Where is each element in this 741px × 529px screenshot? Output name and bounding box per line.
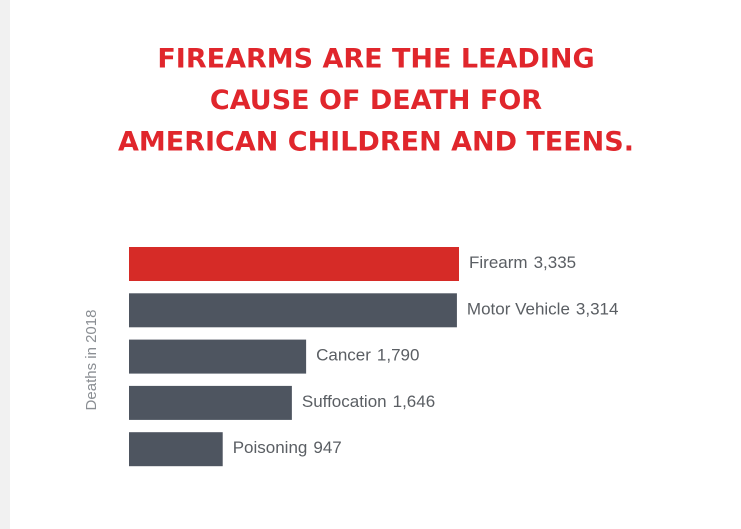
data-label: Firearm 3,335 bbox=[469, 253, 576, 272]
data-label: Poisoning 947 bbox=[233, 439, 342, 458]
bar bbox=[129, 432, 223, 467]
value-label: 1,790 bbox=[377, 346, 420, 365]
bar bbox=[129, 247, 459, 281]
bar bbox=[129, 293, 457, 328]
value-label: 3,335 bbox=[534, 253, 577, 272]
chart-title: FIREARMS ARE THE LEADING bbox=[157, 44, 594, 75]
category-label: Firearm bbox=[469, 253, 528, 272]
data-label: Motor Vehicle 3,314 bbox=[467, 300, 619, 319]
category-label: Cancer bbox=[316, 346, 371, 365]
bar bbox=[129, 339, 307, 374]
chart-title: CAUSE OF DEATH FOR bbox=[210, 85, 542, 116]
side-strip bbox=[0, 0, 10, 529]
value-label: 947 bbox=[313, 439, 341, 458]
category-label: Suffocation bbox=[302, 392, 387, 411]
data-label: Suffocation 1,646 bbox=[302, 392, 435, 411]
value-label: 3,314 bbox=[576, 300, 619, 319]
chart-title: AMERICAN CHILDREN AND TEENS. bbox=[118, 127, 634, 158]
data-label: Cancer 1,790 bbox=[316, 346, 419, 365]
category-label: Motor Vehicle bbox=[467, 300, 570, 319]
value-label: 1,646 bbox=[393, 392, 436, 411]
y-axis-label: Deaths in 2018 bbox=[83, 310, 100, 411]
bar bbox=[129, 385, 292, 420]
category-label: Poisoning bbox=[233, 439, 308, 458]
